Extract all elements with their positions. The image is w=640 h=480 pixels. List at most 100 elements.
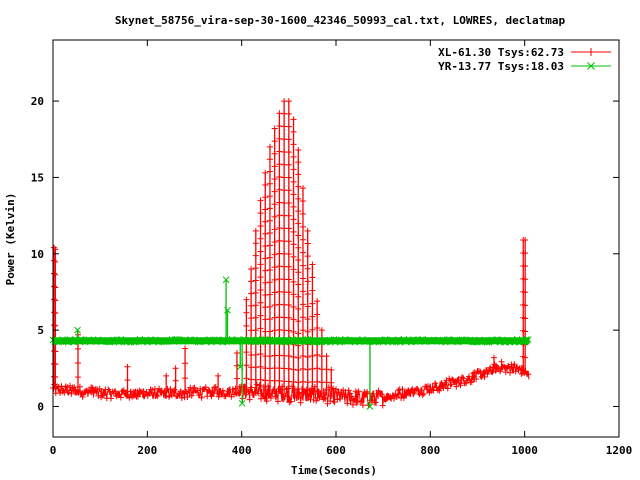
series-xl-point <box>299 352 306 359</box>
series-xl-point <box>285 289 292 296</box>
series-xl-point <box>318 327 325 334</box>
series-xl-point <box>299 262 306 269</box>
series-xl-point <box>271 201 278 208</box>
series-xl-point <box>271 138 278 145</box>
series-xl-point <box>257 222 264 229</box>
series-xl-point <box>304 290 311 297</box>
series-xl-point <box>252 240 259 247</box>
series-xl-point <box>295 354 302 361</box>
series-xl-point <box>266 193 273 200</box>
series-xl-point <box>257 235 264 242</box>
series-xl-spike <box>124 363 131 394</box>
series-xl-point <box>522 250 529 257</box>
series-xl-spike <box>491 354 498 370</box>
series-xl-point <box>295 195 302 202</box>
series-xl-point <box>252 252 259 259</box>
series-xl-point <box>257 261 264 268</box>
series-xl-point <box>290 191 297 198</box>
series-xl-point <box>271 239 278 246</box>
series-xl-point <box>172 377 179 384</box>
series-xl-point <box>248 290 255 297</box>
series-xl-point <box>299 288 306 295</box>
series-xl-point <box>285 110 292 117</box>
series-xl-point <box>271 175 278 182</box>
y-tick-label: 20 <box>31 95 44 108</box>
series-xl-point <box>290 328 297 335</box>
legend-label: YR-13.77 Tsys:18.03 <box>438 60 564 73</box>
series-xl-point <box>271 188 278 195</box>
series-xl-point <box>257 286 264 293</box>
series-xl-point <box>285 123 292 130</box>
series-xl-point <box>290 141 297 148</box>
y-tick-label: 5 <box>37 324 44 337</box>
series-xl-point <box>299 301 306 308</box>
series-xl-point <box>522 289 529 296</box>
series-xl-point <box>257 274 264 281</box>
y-tick-label: 0 <box>37 400 44 413</box>
series-yr-spike <box>366 340 374 410</box>
x-tick-label: 0 <box>50 444 57 457</box>
series-xl-point <box>271 276 278 283</box>
series-xl-point <box>323 353 330 360</box>
series-xl-point <box>182 375 189 382</box>
series-xl-spike <box>522 237 529 371</box>
series-xl-point <box>243 349 250 356</box>
series-xl-point <box>290 353 297 360</box>
series-xl-point <box>309 274 316 281</box>
series-xl-point <box>290 316 297 323</box>
series-xl-point <box>266 291 273 298</box>
series-xl-point <box>304 240 311 247</box>
series-xl-spike <box>304 227 311 395</box>
series-xl-point <box>262 169 269 176</box>
series-xl-point <box>290 253 297 260</box>
series-xl-point <box>285 314 292 321</box>
legend-marker <box>587 48 595 56</box>
series-xl-point <box>257 248 264 255</box>
series-xl-point <box>304 366 311 373</box>
series-xl-point <box>295 171 302 178</box>
series-xl-point <box>285 251 292 258</box>
series-xl-point <box>252 227 259 234</box>
series-xl-point <box>522 237 529 244</box>
series-xl-point <box>266 180 273 187</box>
series-xl-spike <box>328 366 335 396</box>
series-xl-point <box>285 212 292 219</box>
series-xl-point <box>295 232 302 239</box>
series-xl-point <box>309 352 316 359</box>
series-xl-point <box>74 359 81 366</box>
axis-ticks: 0 200 400 600 800 1000 1200 0 5 10 15 20 <box>31 40 633 457</box>
series-xl-point <box>304 316 311 323</box>
series-xl-point <box>215 372 222 379</box>
series-xl-point <box>266 156 273 163</box>
legend-label: XL-61.30 Tsys:62.73 <box>438 46 564 59</box>
x-tick-label: 1200 <box>606 444 633 457</box>
series-xl-point <box>304 278 311 285</box>
series-xl-spike <box>262 169 269 393</box>
series-xl-point <box>266 230 273 237</box>
series-xl-point <box>285 365 292 372</box>
series-xl-point <box>285 353 292 360</box>
series-xl-spike <box>215 372 222 392</box>
series-yr-point <box>74 326 81 334</box>
series-xl-point <box>309 287 316 294</box>
series-xl-point <box>271 251 278 258</box>
series-xl-point <box>309 261 316 268</box>
series-yr-point <box>238 400 246 407</box>
series-xl-point <box>314 311 321 318</box>
series-xl-point <box>271 302 278 309</box>
series-xl-point <box>295 367 302 374</box>
series-xl-spike <box>266 143 273 394</box>
series-xl-point <box>233 350 240 357</box>
series-xl-point <box>163 372 170 379</box>
series-xl-point <box>266 254 273 261</box>
series-xl-point <box>252 277 259 284</box>
series-xl-point <box>271 125 278 132</box>
series-yr-point <box>366 403 374 410</box>
series-xl-point <box>314 365 321 372</box>
series-xl-point <box>243 309 250 316</box>
series-xl-point <box>243 375 250 382</box>
series-xl-point <box>262 230 269 237</box>
series-xl-point <box>290 228 297 235</box>
series-xl-point <box>295 379 302 386</box>
